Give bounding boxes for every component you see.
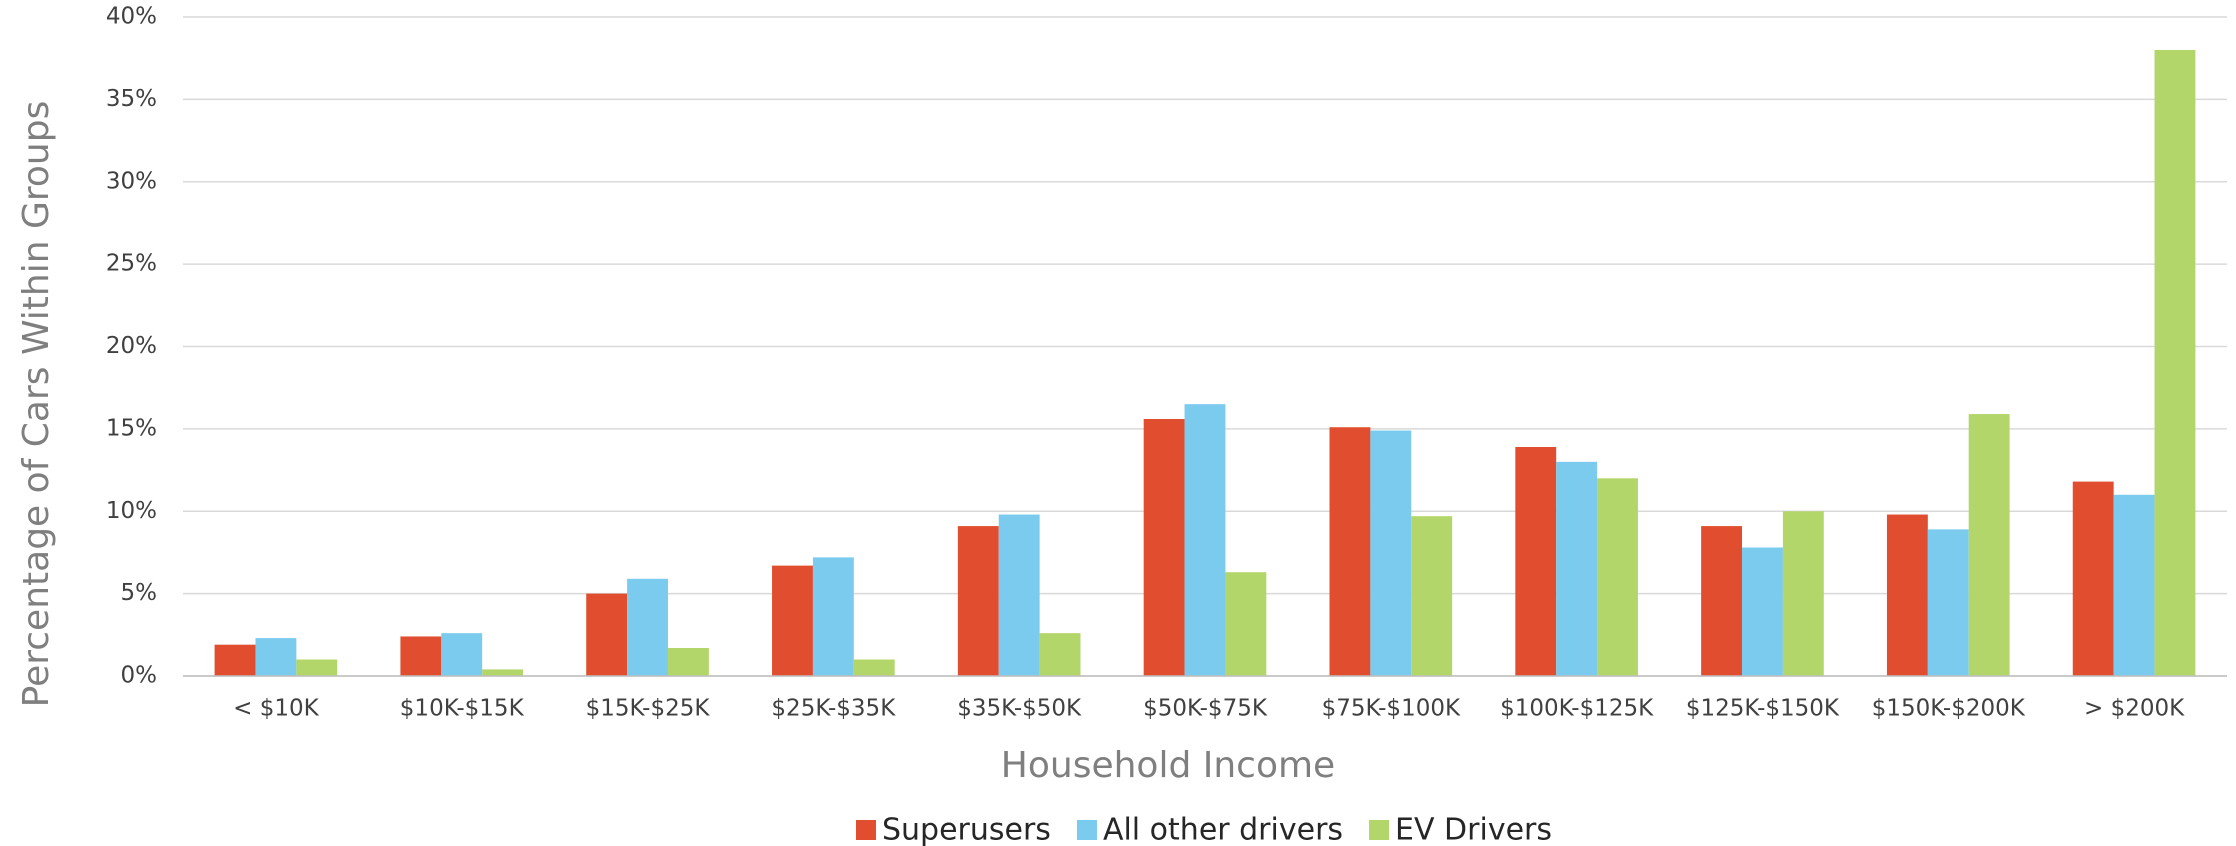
x-tick-label: > $200K — [2084, 696, 2185, 722]
bar — [1968, 414, 2010, 676]
x-tick-label: < $10K — [233, 696, 319, 722]
x-tick-label: $75K-$100K — [1322, 696, 1461, 722]
x-tick-label: $10K-$15K — [400, 696, 525, 722]
bar — [2113, 494, 2155, 676]
bar — [1515, 446, 1557, 676]
bar — [441, 633, 483, 676]
x-axis-title: Household Income — [1001, 745, 1335, 786]
x-tick-label: $125K-$150K — [1686, 696, 1840, 722]
legend-swatch — [1369, 820, 1390, 840]
legend-label: All other drivers — [1103, 813, 1343, 846]
bar — [1143, 418, 1185, 676]
bar — [296, 659, 338, 676]
bar — [1701, 526, 1743, 676]
y-tick-label: 20% — [106, 333, 157, 359]
bar — [667, 647, 709, 676]
x-tick-label: $15K-$25K — [586, 696, 711, 722]
bar — [957, 526, 999, 676]
bar — [998, 514, 1040, 676]
bar — [853, 659, 895, 676]
legend-label: EV Drivers — [1395, 813, 1552, 846]
legend-label: Superusers — [882, 813, 1051, 846]
x-tick-label: $150K-$200K — [1872, 696, 2026, 722]
legend-swatch — [855, 820, 876, 840]
y-tick-label: 40% — [106, 4, 157, 30]
bar — [2072, 481, 2114, 676]
x-tick-label: $50K-$75K — [1143, 696, 1268, 722]
bar — [627, 578, 668, 676]
bar — [482, 669, 524, 676]
bar — [255, 638, 297, 676]
bar — [214, 644, 256, 676]
bar — [1225, 572, 1267, 676]
bar — [1184, 404, 1226, 676]
bar — [1370, 430, 1412, 676]
bar — [1886, 514, 1928, 676]
x-tick-label: $35K-$50K — [957, 696, 1082, 722]
bar — [1927, 529, 1969, 676]
y-tick-label: 25% — [106, 251, 157, 277]
bar — [2154, 49, 2196, 676]
bar — [1329, 427, 1371, 676]
y-tick-label: 30% — [106, 168, 157, 194]
y-tick-label: 10% — [106, 498, 157, 524]
bar — [1039, 633, 1081, 676]
y-tick-label: 5% — [121, 580, 158, 606]
y-axis-title: Percentage of Cars Within Groups — [16, 101, 57, 708]
y-tick-label: 35% — [106, 86, 157, 112]
bar — [586, 593, 628, 676]
legend-swatch — [1076, 820, 1097, 840]
y-tick-label: 15% — [106, 415, 157, 441]
x-tick-label: $25K-$35K — [771, 696, 896, 722]
bar — [1597, 478, 1638, 676]
y-tick-label: 0% — [121, 663, 158, 689]
x-tick-label: $100K-$125K — [1500, 696, 1654, 722]
bar — [1556, 461, 1598, 676]
bar — [1411, 516, 1453, 676]
bar — [1742, 547, 1783, 676]
bar — [812, 557, 854, 676]
bar — [400, 636, 442, 676]
bar — [772, 565, 813, 676]
bar — [1782, 511, 1824, 676]
